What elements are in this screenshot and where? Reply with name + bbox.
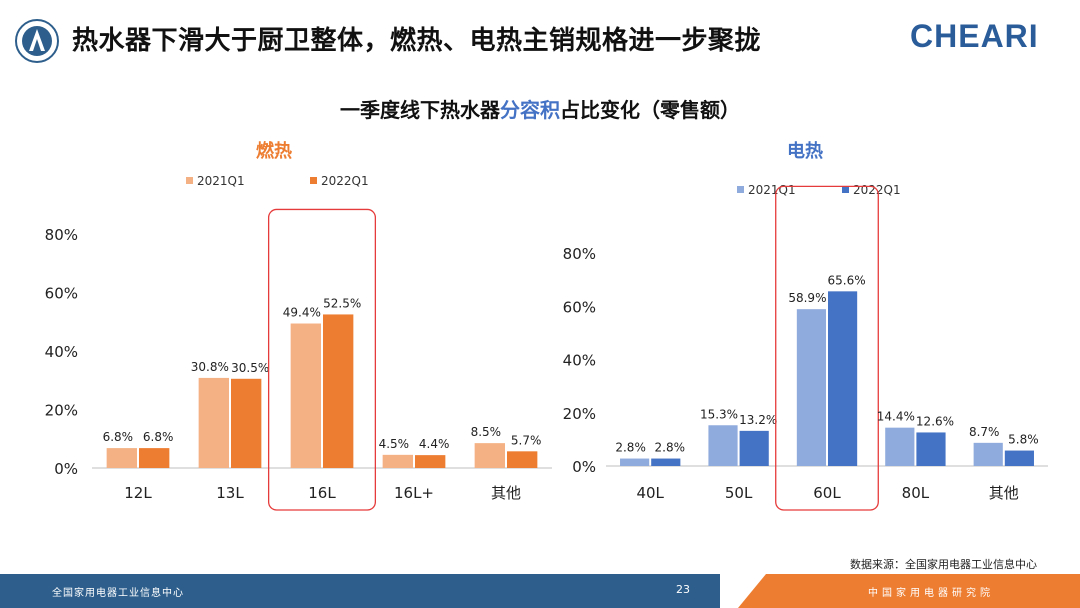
bar-charts: 燃热 2021Q1 2022Q1 0% 20% 40% 60% 80% 6.8% 6.8% 12L 3… xyxy=(45,140,1048,511)
data-label-2-2-2: 13.2% xyxy=(739,413,777,427)
bar-2-2-4 xyxy=(916,432,946,466)
legend-label-1-1: 2021Q1 xyxy=(197,174,245,188)
legend-swatch-2-2 xyxy=(842,186,849,193)
footer-left-band xyxy=(0,574,720,608)
data-label-1-1-4: 4.5% xyxy=(379,437,410,451)
category-label-2-2: 50L xyxy=(725,484,753,502)
legend-swatch-1-2 xyxy=(310,177,317,184)
data-label-2-2-3: 65.6% xyxy=(828,273,866,287)
data-label-1-2-3: 52.5% xyxy=(323,296,361,310)
bar-2-1-4 xyxy=(885,427,915,466)
category-label-1-5: 其他 xyxy=(491,484,521,502)
page-number: 23 xyxy=(676,583,690,596)
data-label-1-2-4: 4.4% xyxy=(419,437,450,451)
data-label-1-2-5: 5.7% xyxy=(511,433,542,447)
data-label-1-1-2: 30.8% xyxy=(191,360,229,374)
legend-label-1-2: 2022Q1 xyxy=(321,174,369,188)
data-label-2-1-5: 8.7% xyxy=(969,425,1000,439)
footer-left-text: 全国家用电器工业信息中心 xyxy=(52,588,184,599)
subtitle-after: 占比变化（零售额） xyxy=(560,98,740,122)
bar-2-1-5 xyxy=(973,442,1003,466)
footer-right-band xyxy=(738,574,1080,608)
legend-swatch-2-1 xyxy=(737,186,744,193)
data-label-2-2-5: 5.8% xyxy=(1008,433,1039,447)
footer-right-text: 中国家用电器研究院 xyxy=(868,588,994,599)
footer-bar: 全国家用电器工业信息中心 23 中国家用电器研究院 xyxy=(0,574,1080,608)
data-label-2-1-4: 14.4% xyxy=(877,410,915,424)
bar-2-1-1 xyxy=(620,458,650,466)
bar-1-2-5 xyxy=(507,451,538,468)
data-label-2-1-1: 2.8% xyxy=(615,441,646,455)
y-tick-label-2-2: 40% xyxy=(563,352,596,370)
y-tick-label-2-0: 0% xyxy=(572,458,596,476)
category-label-2-5: 其他 xyxy=(989,484,1019,502)
y-tick-label-1-1: 20% xyxy=(45,402,78,420)
y-tick-label-2-4: 80% xyxy=(563,245,596,263)
data-label-1-1-1: 6.8% xyxy=(103,430,134,444)
y-tick-label-1-4: 80% xyxy=(45,226,78,244)
data-label-1-2-1: 6.8% xyxy=(143,430,174,444)
category-label-1-4: 16L+ xyxy=(394,484,434,502)
bar-2-1-3 xyxy=(796,309,826,466)
data-label-2-2-4: 12.6% xyxy=(916,414,954,428)
bar-1-1-1 xyxy=(106,448,137,468)
legend-label-2-1: 2021Q1 xyxy=(748,183,796,197)
bar-2-2-1 xyxy=(651,458,681,466)
bar-1-2-1 xyxy=(139,448,170,468)
page-title: 热水器下滑大于厨卫整体，燃热、电热主销规格进一步聚拢 xyxy=(72,26,762,56)
bar-1-1-4 xyxy=(382,454,413,468)
bar-1-2-2 xyxy=(231,378,262,468)
bar-1-2-4 xyxy=(415,455,446,468)
bar-2-2-5 xyxy=(1004,450,1034,466)
category-label-1-2: 13L xyxy=(216,484,244,502)
subtitle-highlight: 分容积 xyxy=(500,98,560,122)
institute-logo-icon xyxy=(15,19,59,63)
data-source: 数据来源：全国家用电器工业信息中心 xyxy=(850,558,1037,571)
brand-logo: CHEARI xyxy=(910,18,1039,54)
category-label-2-4: 80L xyxy=(902,484,930,502)
category-label-2-3: 60L xyxy=(813,484,841,502)
highlight-box-1 xyxy=(267,208,377,511)
data-label-2-2-1: 2.8% xyxy=(655,441,686,455)
subtitle-before: 一季度线下热水器 xyxy=(340,98,500,122)
bar-1-2-3 xyxy=(323,314,354,468)
data-label-2-1-3: 58.9% xyxy=(788,291,826,305)
data-label-1-1-3: 49.4% xyxy=(283,306,321,320)
y-tick-label-1-2: 40% xyxy=(45,343,78,361)
category-label-1-1: 12L xyxy=(124,484,152,502)
y-tick-label-1-0: 0% xyxy=(54,460,78,478)
category-label-2-1: 40L xyxy=(636,484,664,502)
legend-swatch-1-1 xyxy=(186,177,193,184)
chart-subtitle: 一季度线下热水器分容积占比变化（零售额） xyxy=(0,94,1080,123)
highlight-box-2 xyxy=(775,185,879,511)
data-label-1-2-2: 30.5% xyxy=(231,361,269,375)
data-label-1-1-5: 8.5% xyxy=(471,425,502,439)
bar-2-2-3 xyxy=(828,291,858,466)
chart-title-1: 燃热 xyxy=(256,140,292,162)
bar-1-1-5 xyxy=(474,443,505,468)
y-tick-label-1-3: 60% xyxy=(45,285,78,303)
y-tick-label-2-1: 20% xyxy=(563,405,596,423)
data-label-2-1-2: 15.3% xyxy=(700,407,738,421)
y-tick-label-2-3: 60% xyxy=(563,298,596,316)
bar-2-2-2 xyxy=(739,430,769,466)
bar-1-1-2 xyxy=(198,377,229,468)
category-label-1-3: 16L xyxy=(308,484,336,502)
bar-1-1-3 xyxy=(290,323,321,468)
chart-title-2: 电热 xyxy=(787,140,823,162)
bar-2-1-2 xyxy=(708,425,738,466)
